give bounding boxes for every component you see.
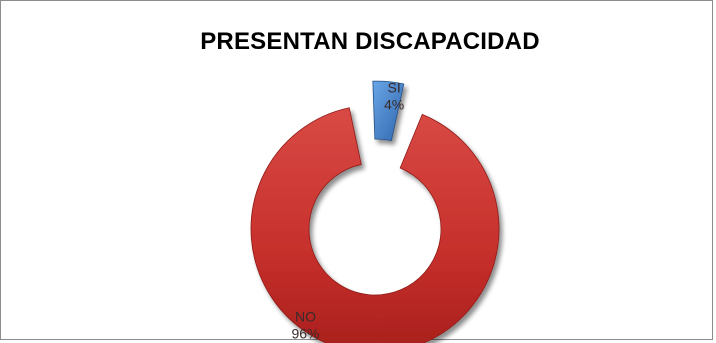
slices-group <box>250 80 500 343</box>
chart-title: PRESENTAN DISCAPACIDAD <box>200 28 540 55</box>
slice-value-no: 96% <box>291 325 319 341</box>
slice-label-si: SI <box>388 80 401 96</box>
slice-label-no: NO <box>295 308 316 324</box>
slice-no <box>250 107 500 343</box>
slice-si <box>372 80 405 142</box>
slice-value-si: 4% <box>384 97 404 113</box>
